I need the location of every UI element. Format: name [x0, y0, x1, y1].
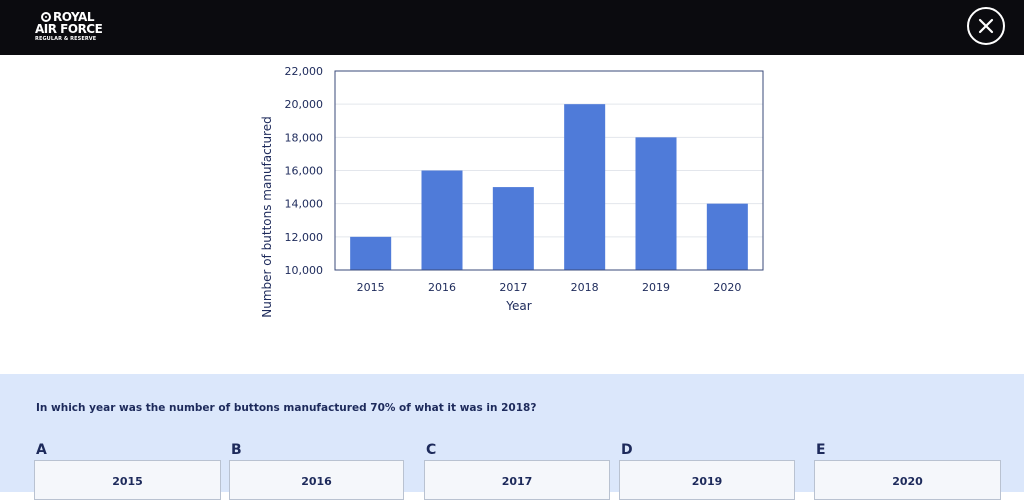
y-tick-label: 10,000 — [285, 264, 324, 277]
question-text: In which year was the number of buttons … — [36, 402, 537, 414]
x-axis-label: Year — [505, 299, 531, 313]
option-b-letter: B — [231, 442, 242, 458]
bar-2020 — [706, 203, 748, 270]
option-a-button[interactable]: 2015 — [34, 460, 221, 500]
x-tick-label: 2019 — [642, 281, 670, 294]
option-e-button[interactable]: 2020 — [814, 460, 1001, 500]
bar-2018 — [564, 104, 606, 270]
option-d-letter: D — [621, 442, 633, 458]
chart-area: Number of buttons manufactured Year 10,0… — [0, 55, 1024, 373]
roundel-icon — [41, 12, 51, 22]
y-tick-label: 20,000 — [285, 98, 324, 111]
option-e-letter: E — [816, 442, 826, 458]
question-panel: In which year was the number of buttons … — [0, 374, 1024, 500]
y-tick-label: 18,000 — [285, 131, 324, 144]
close-icon — [978, 18, 994, 34]
x-tick-label: 2016 — [428, 281, 456, 294]
y-axis-label: Number of buttons manufactured — [260, 116, 274, 317]
y-tick-label: 14,000 — [285, 198, 324, 211]
raf-logo: ROYAL AIR FORCE REGULAR & RESERVE — [33, 10, 103, 46]
y-tick-label: 12,000 — [285, 231, 324, 244]
bar-2015 — [350, 236, 392, 270]
bar-2019 — [635, 137, 677, 270]
x-tick-label: 2020 — [713, 281, 741, 294]
bar-chart: Number of buttons manufactured Year 10,0… — [260, 65, 764, 318]
y-tick-label: 16,000 — [285, 165, 324, 178]
option-c-letter: C — [426, 442, 437, 458]
option-c-button[interactable]: 2017 — [424, 460, 610, 500]
close-button[interactable] — [967, 7, 1005, 45]
bar-2017 — [492, 187, 534, 270]
top-bar: ROYAL AIR FORCE REGULAR & RESERVE — [0, 0, 1024, 55]
option-a-letter: A — [36, 442, 47, 458]
y-tick-label: 22,000 — [285, 65, 324, 78]
logo-line-2: AIR FORCE — [35, 22, 103, 36]
logo-line-3: REGULAR & RESERVE — [35, 36, 97, 42]
option-d-button[interactable]: 2019 — [619, 460, 795, 500]
x-tick-label: 2015 — [357, 281, 385, 294]
plot-frame — [334, 70, 764, 271]
bar-2016 — [421, 170, 463, 270]
option-b-button[interactable]: 2016 — [229, 460, 404, 500]
x-tick-label: 2017 — [499, 281, 527, 294]
x-tick-label: 2018 — [571, 281, 599, 294]
logo-line-1: ROYAL — [53, 10, 95, 24]
